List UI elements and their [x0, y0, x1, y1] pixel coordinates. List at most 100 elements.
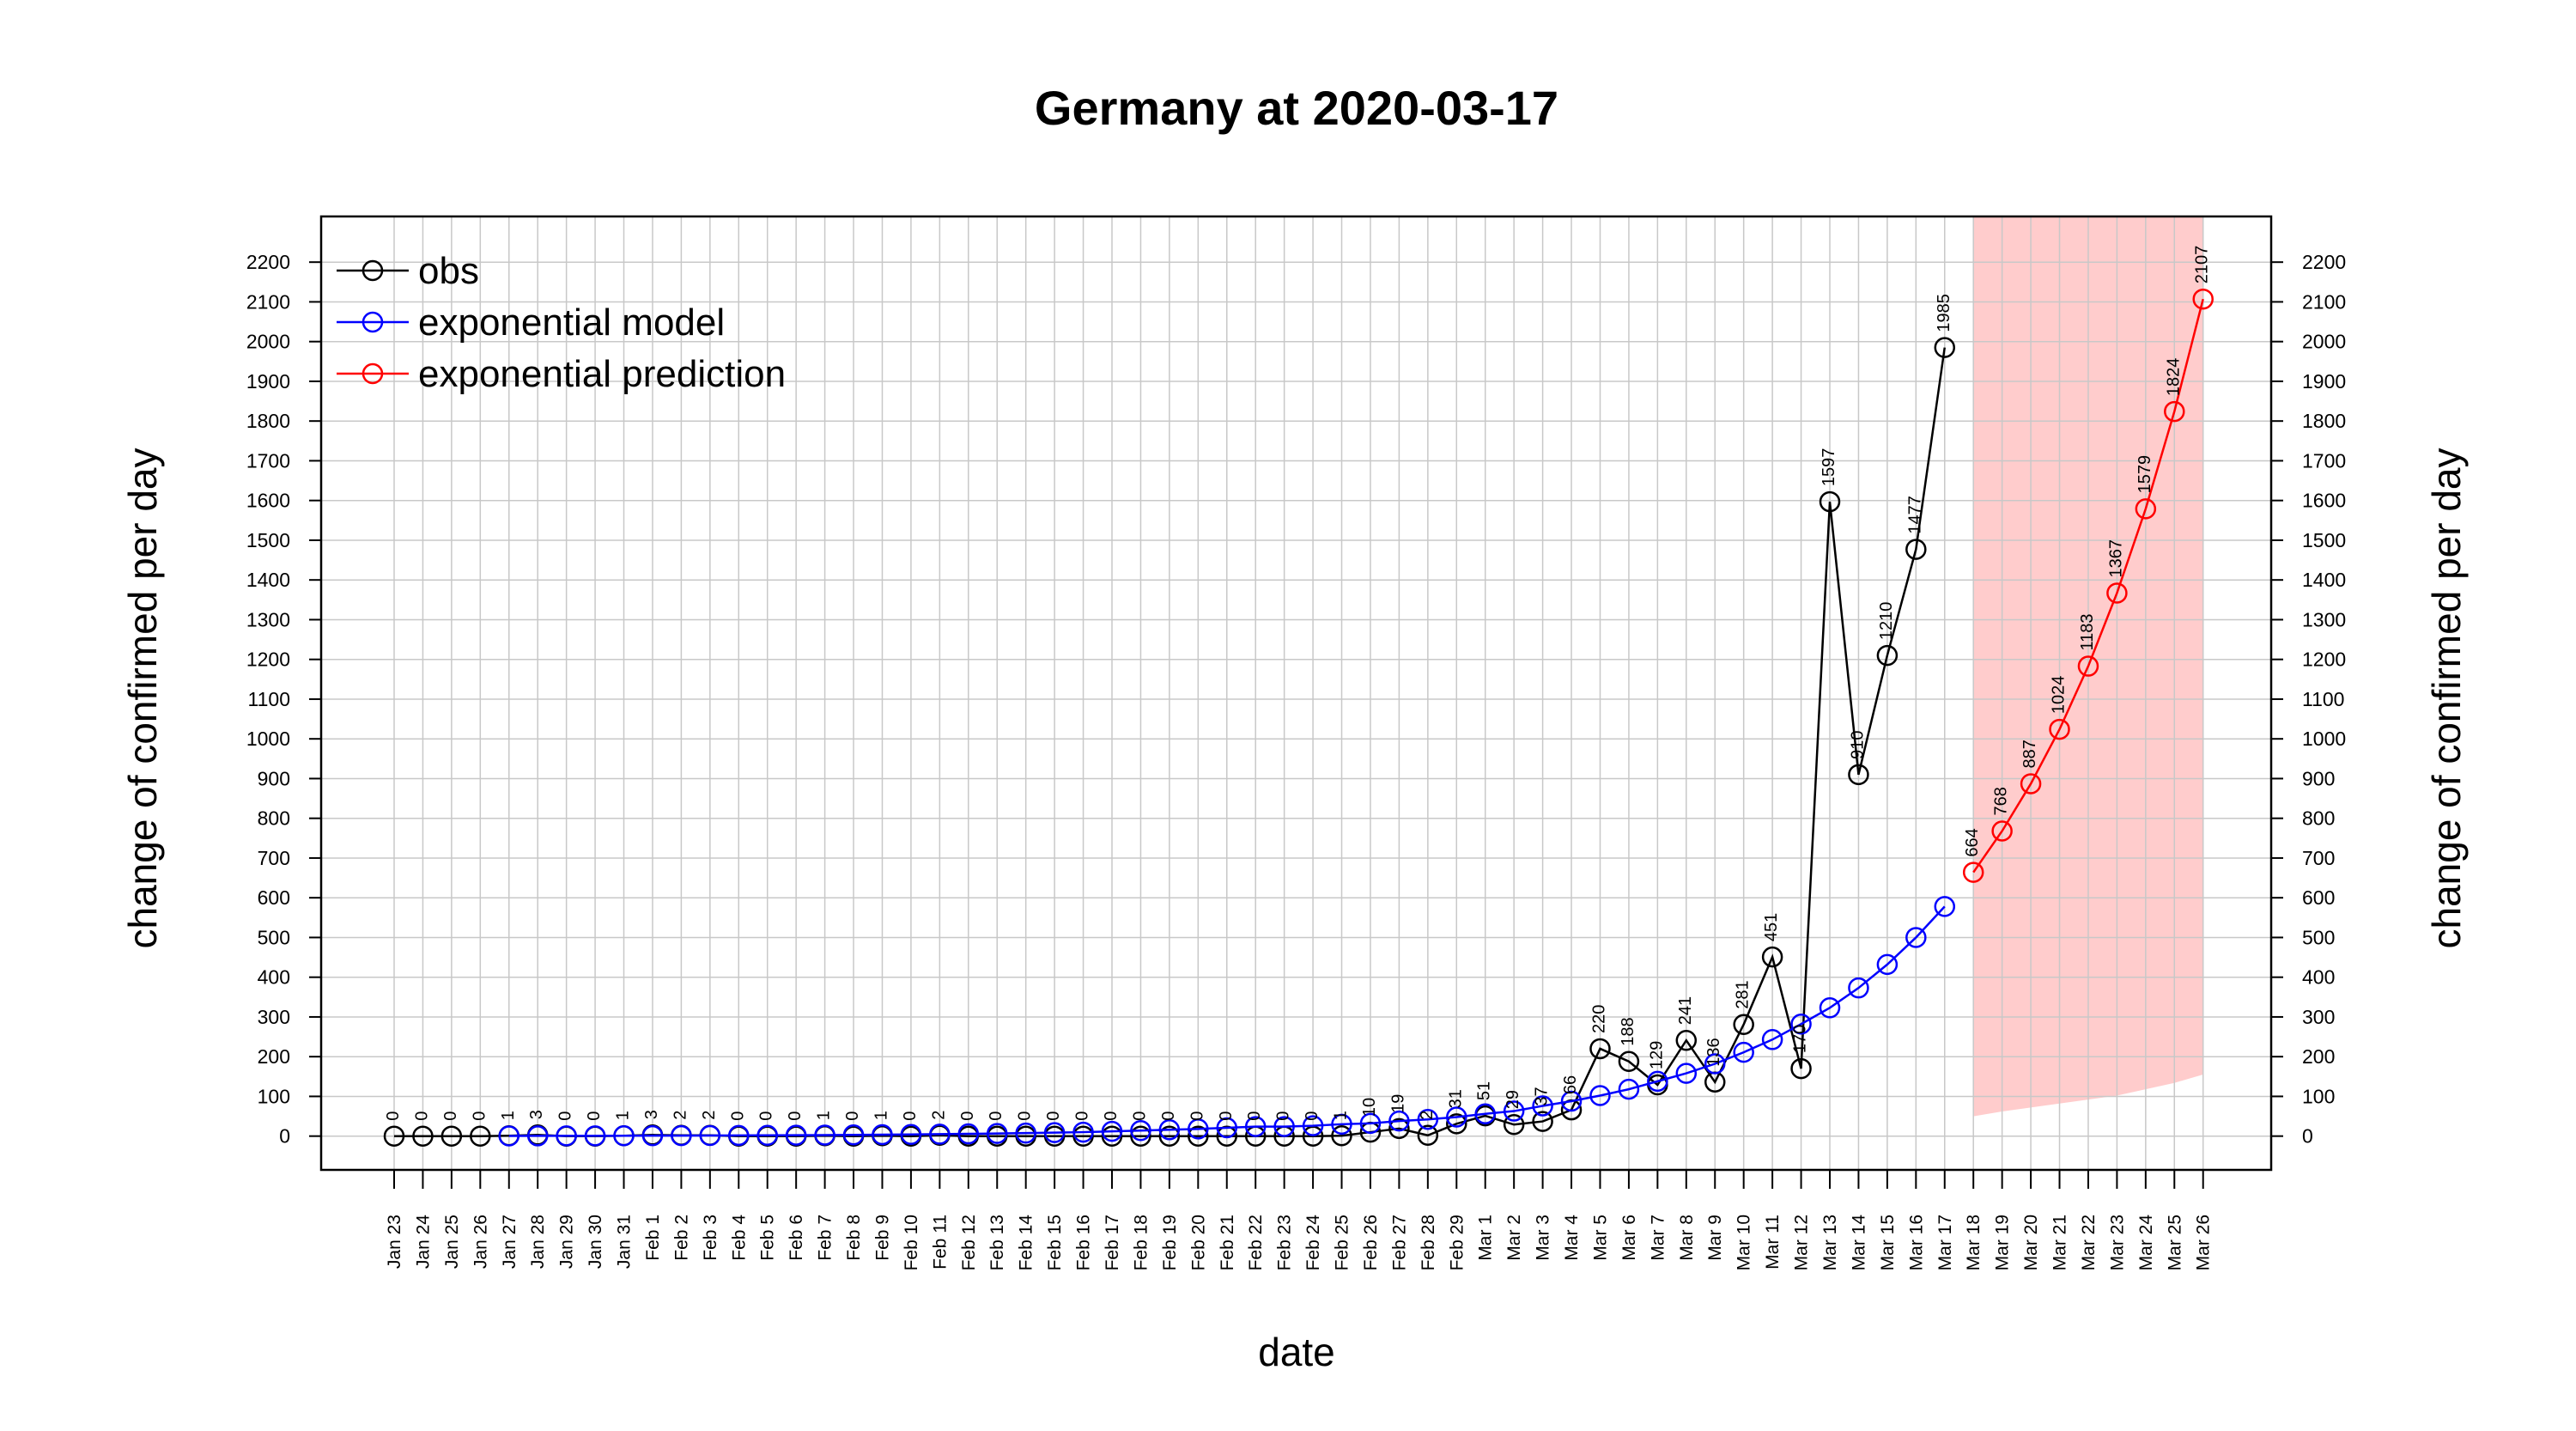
y-tick-label-left-100: 100 [258, 1085, 290, 1107]
x-tick-label-feb-29: Feb 29 [1447, 1215, 1467, 1270]
x-tick-label-feb-12: Feb 12 [959, 1215, 979, 1270]
point-exponential-model-mar-16 [1905, 927, 1927, 948]
point-obs-feb-17 [1101, 1125, 1123, 1147]
x-tick-label-mar-4: Mar 4 [1562, 1215, 1582, 1261]
x-tick-label-feb-21: Feb 21 [1218, 1215, 1237, 1270]
data-label-obs-feb-4: 0 [728, 1111, 747, 1121]
point-exponential-model-feb-27 [1388, 1110, 1410, 1132]
data-label-obs-mar-2: 29 [1504, 1090, 1522, 1109]
x-tick-label-feb-4: Feb 4 [729, 1215, 749, 1261]
y-tick-label-right-200: 200 [2302, 1045, 2335, 1068]
x-tick-label-mar-18: Mar 18 [1964, 1215, 1984, 1270]
point-exponential-model-feb-19 [1158, 1119, 1181, 1141]
x-tick-label-mar-21: Mar 21 [2050, 1215, 2070, 1270]
point-obs-feb-28 [1417, 1124, 1439, 1147]
y-tick-label-left-1600: 1600 [246, 490, 290, 512]
point-obs-mar-14 [1848, 764, 1869, 786]
point-exponential-model-mar-11 [1761, 1029, 1783, 1050]
x-tick-label-jan-28: Jan 28 [528, 1215, 548, 1269]
point-obs-feb-25 [1331, 1124, 1352, 1147]
data-label-obs-mar-15: 1210 [1877, 602, 1896, 641]
x-tick-label-feb-23: Feb 23 [1275, 1215, 1295, 1270]
y-tick-label-left-1000: 1000 [246, 728, 290, 750]
y-tick-label-left-1200: 1200 [246, 649, 290, 671]
y-tick-label-left-1500: 1500 [246, 529, 290, 551]
y-tick-label-right-100: 100 [2302, 1085, 2335, 1107]
point-exponential-model-mar-6 [1618, 1078, 1640, 1100]
point-exponential-model-jan-27 [498, 1125, 520, 1147]
x-tick-label-feb-18: Feb 18 [1131, 1215, 1151, 1270]
data-label-obs-jan-31: 1 [614, 1111, 633, 1120]
point-exponential-model-mar-13 [1819, 997, 1841, 1019]
x-tick-label-feb-25: Feb 25 [1333, 1215, 1352, 1270]
point-obs-jan-23 [383, 1125, 405, 1147]
y-tick-label-right-2000: 2000 [2302, 331, 2346, 353]
point-obs-mar-12 [1790, 1057, 1812, 1080]
x-tick-label-feb-16: Feb 16 [1074, 1215, 1094, 1270]
y-tick-label-right-600: 600 [2302, 886, 2335, 909]
point-exponential-model-feb-15 [1043, 1122, 1066, 1143]
data-label-obs-feb-29: 31 [1446, 1089, 1465, 1108]
x-tick-label-feb-22: Feb 22 [1246, 1215, 1266, 1270]
point-exponential-model-feb-28 [1417, 1109, 1439, 1130]
y-tick-label-right-1700: 1700 [2302, 449, 2346, 472]
y-tick-label-left-500: 500 [258, 926, 290, 948]
data-label-obs-mar-10: 281 [1734, 980, 1753, 1008]
y-tick-label-right-1800: 1800 [2302, 410, 2346, 432]
point-obs-mar-2 [1503, 1114, 1525, 1136]
x-tick-label-mar-23: Mar 23 [2107, 1215, 2127, 1270]
data-label-obs-mar-12: 170 [1791, 1025, 1810, 1053]
x-tick-label-feb-9: Feb 9 [872, 1215, 892, 1261]
point-exponential-model-feb-10 [900, 1123, 922, 1145]
x-tick-label-feb-26: Feb 26 [1361, 1215, 1381, 1270]
y-tick-label-left-2100: 2100 [246, 290, 290, 313]
x-axis-title: date [1258, 1330, 1335, 1374]
y-tick-label-left-0: 0 [279, 1125, 290, 1148]
x-tick-label-mar-10: Mar 10 [1735, 1215, 1754, 1270]
y-tick-label-right-2100: 2100 [2302, 290, 2346, 313]
point-obs-jan-25 [440, 1125, 463, 1147]
point-obs-feb-19 [1158, 1125, 1181, 1147]
data-label-obs-mar-16: 1477 [1905, 496, 1924, 534]
y-tick-label-left-200: 200 [258, 1045, 290, 1068]
x-tick-label-jan-27: Jan 27 [500, 1215, 519, 1269]
legend: obs exponential model exponential predicti… [337, 250, 786, 395]
point-obs-mar-15 [1876, 644, 1899, 667]
legend-marker-obs [361, 259, 384, 282]
y-axis-title-left: change of confirmed per day [120, 448, 165, 948]
point-obs-jan-24 [412, 1125, 434, 1147]
x-tick-label-feb-28: Feb 28 [1419, 1215, 1438, 1270]
point-exponential-model-feb-7 [814, 1124, 835, 1146]
data-label-obs-feb-3: 2 [700, 1111, 719, 1120]
point-exponential-model-mar-1 [1474, 1103, 1496, 1125]
x-tick-label-feb-5: Feb 5 [758, 1215, 778, 1261]
x-tick-label-jan-31: Jan 31 [615, 1215, 635, 1269]
point-exponential-model-mar-15 [1876, 953, 1899, 976]
data-label-obs-feb-28: 2 [1418, 1111, 1437, 1120]
point-obs-mar-11 [1761, 946, 1783, 968]
x-tick-label-feb-13: Feb 13 [987, 1215, 1007, 1270]
x-tick-label-jan-25: Jan 25 [442, 1215, 462, 1269]
data-label-obs-jan-26: 0 [470, 1111, 489, 1121]
point-exponential-model-feb-17 [1101, 1120, 1123, 1142]
y-tick-label-right-1100: 1100 [2302, 688, 2344, 710]
y-tick-label-right-1200: 1200 [2302, 649, 2346, 671]
point-obs-feb-20 [1188, 1125, 1209, 1147]
data-label-obs-feb-25: 1 [1332, 1111, 1351, 1120]
x-tick-label-feb-15: Feb 15 [1045, 1215, 1065, 1270]
data-label-obs-feb-15: 0 [1044, 1111, 1063, 1121]
point-exponential-model-feb-16 [1072, 1121, 1094, 1143]
y-tick-label-left-600: 600 [258, 886, 290, 909]
data-label-exponential-prediction-mar-25: 1824 [2164, 358, 2183, 397]
x-tick-label-feb-19: Feb 19 [1160, 1215, 1180, 1270]
data-label-obs-jan-29: 0 [556, 1111, 575, 1121]
data-label-obs-mar-9: 136 [1704, 1038, 1723, 1066]
data-label-obs-mar-17: 1985 [1935, 294, 1953, 332]
y-tick-label-left-1300: 1300 [246, 608, 290, 630]
x-tick-label-mar-14: Mar 14 [1849, 1215, 1868, 1271]
point-exponential-model-mar-12 [1790, 1014, 1812, 1035]
point-obs-feb-27 [1388, 1117, 1410, 1140]
x-tick-label-mar-1: Mar 1 [1476, 1215, 1496, 1261]
point-exponential-model-feb-18 [1130, 1119, 1151, 1142]
plot-frame [319, 215, 2273, 1172]
